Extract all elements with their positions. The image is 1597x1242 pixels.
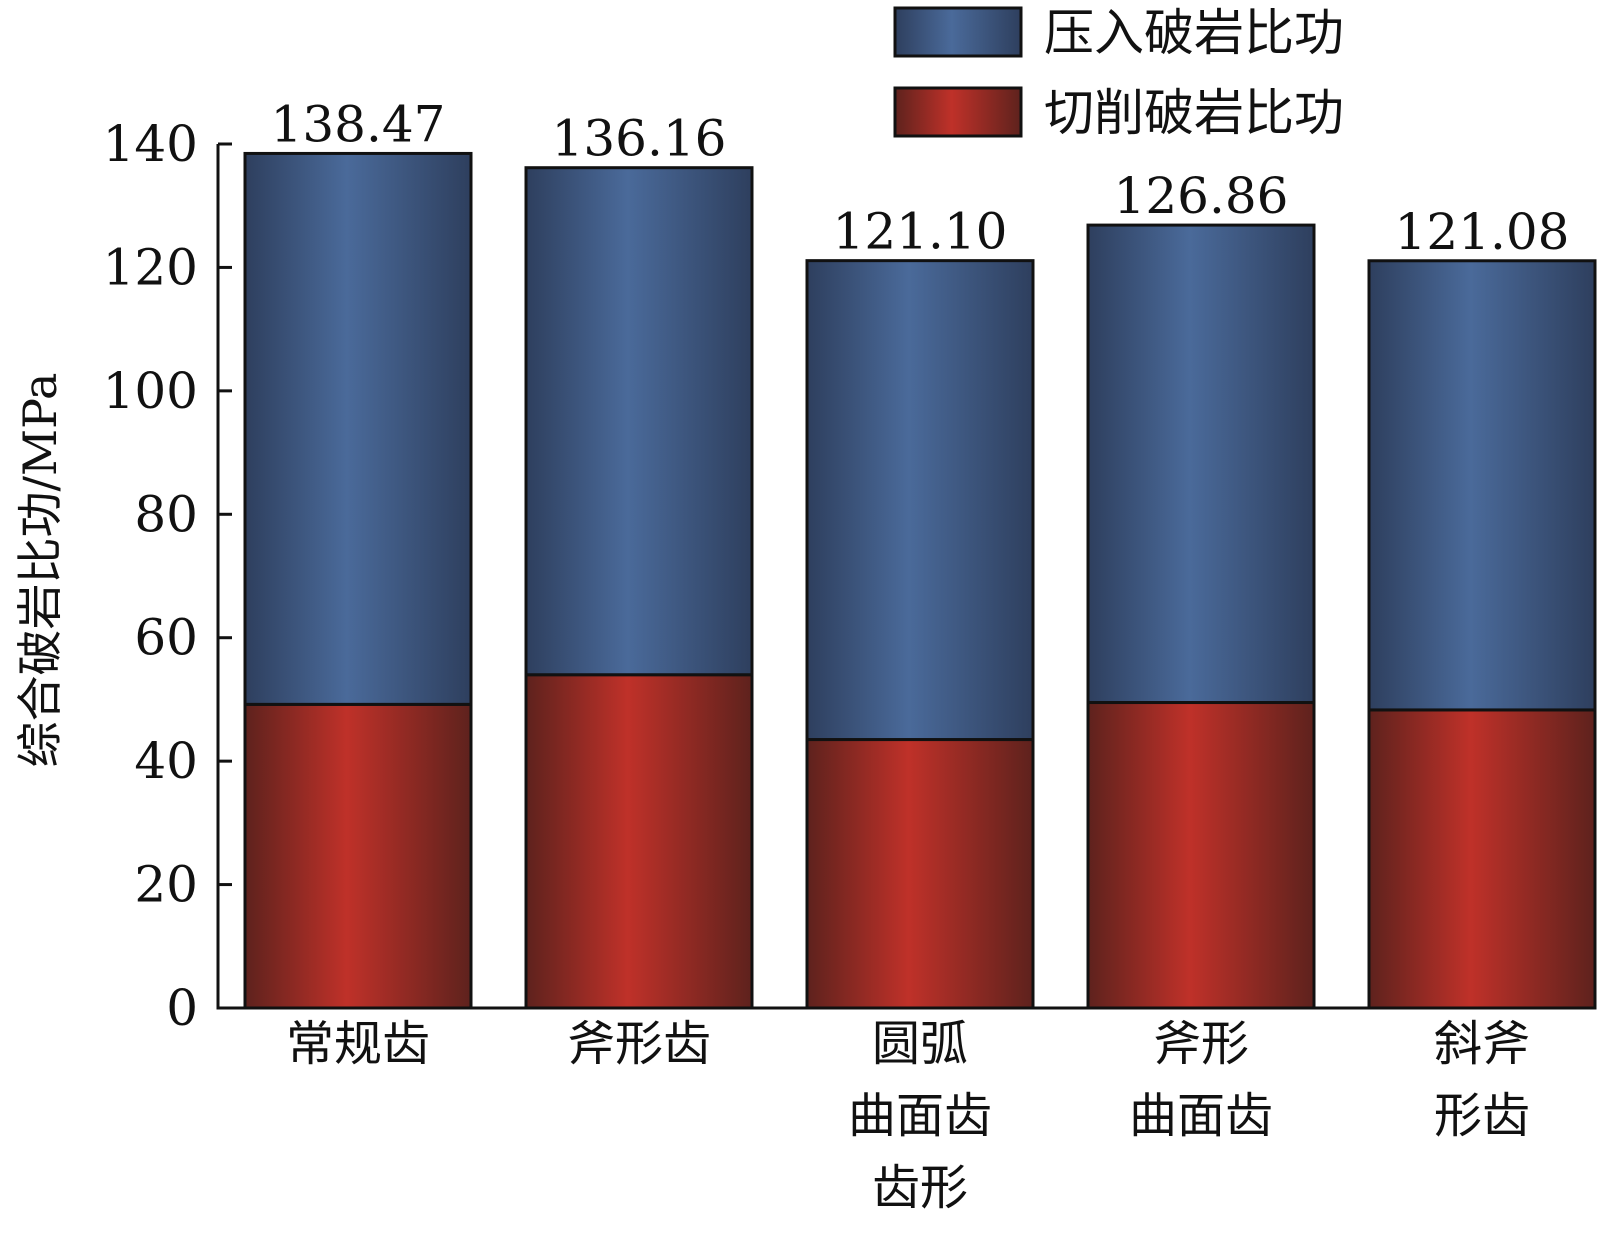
y-tick-label: 120: [103, 238, 198, 296]
bar-segment: [1086, 223, 1316, 705]
y-tick-label: 80: [134, 485, 198, 543]
bar-total-label: 121.10: [833, 203, 1008, 261]
y-axis: 0 20 40 60 80 100 120 140: [103, 115, 1592, 1037]
bar-segment: [805, 259, 1035, 742]
y-tick-label: 60: [134, 609, 198, 667]
bar-segment: [243, 702, 473, 1010]
x-category-label: 齿形: [872, 1160, 968, 1216]
x-category-label: 斧形齿: [567, 1016, 711, 1072]
x-category-label: 曲面齿: [1129, 1088, 1273, 1144]
x-category-label: 斧形: [1153, 1016, 1249, 1072]
bar-total-label: 136.16: [552, 110, 727, 168]
x-category-label: 常规齿: [286, 1016, 430, 1072]
legend-label: 切削破岩比功: [1044, 84, 1344, 142]
bar-segment: [1086, 701, 1316, 1010]
bar-segment: [1367, 708, 1597, 1010]
x-category-label: 形齿: [1434, 1088, 1530, 1144]
legend-swatch: [893, 6, 1023, 58]
bar-total-label: 138.47: [271, 95, 446, 153]
x-category-label: 斜斧: [1434, 1016, 1530, 1072]
y-tick-label: 100: [103, 362, 198, 420]
bar-total-label: 121.08: [1395, 203, 1570, 261]
y-tick-label: 140: [103, 115, 198, 173]
bar-segment: [243, 151, 473, 706]
y-tick-label: 20: [134, 856, 198, 914]
y-tick-label: 0: [166, 979, 198, 1037]
bar-segment: [805, 738, 1035, 1010]
bar-total-label: 126.86: [1114, 167, 1289, 225]
x-category-label: 圆弧: [872, 1016, 968, 1072]
x-category-label: 曲面齿: [848, 1088, 992, 1144]
y-tick-label: 40: [134, 732, 198, 790]
bar-segment: [524, 673, 754, 1010]
bars: 138.47 136.16 121.10 126.86 121.08: [243, 95, 1597, 1010]
legend-swatch: [893, 86, 1023, 138]
bar-segment: [1367, 259, 1597, 712]
y-axis-title: 综合破岩比功/MPa: [13, 373, 67, 768]
legend-label: 压入破岩比功: [1044, 4, 1344, 62]
bar-segment: [524, 166, 754, 677]
